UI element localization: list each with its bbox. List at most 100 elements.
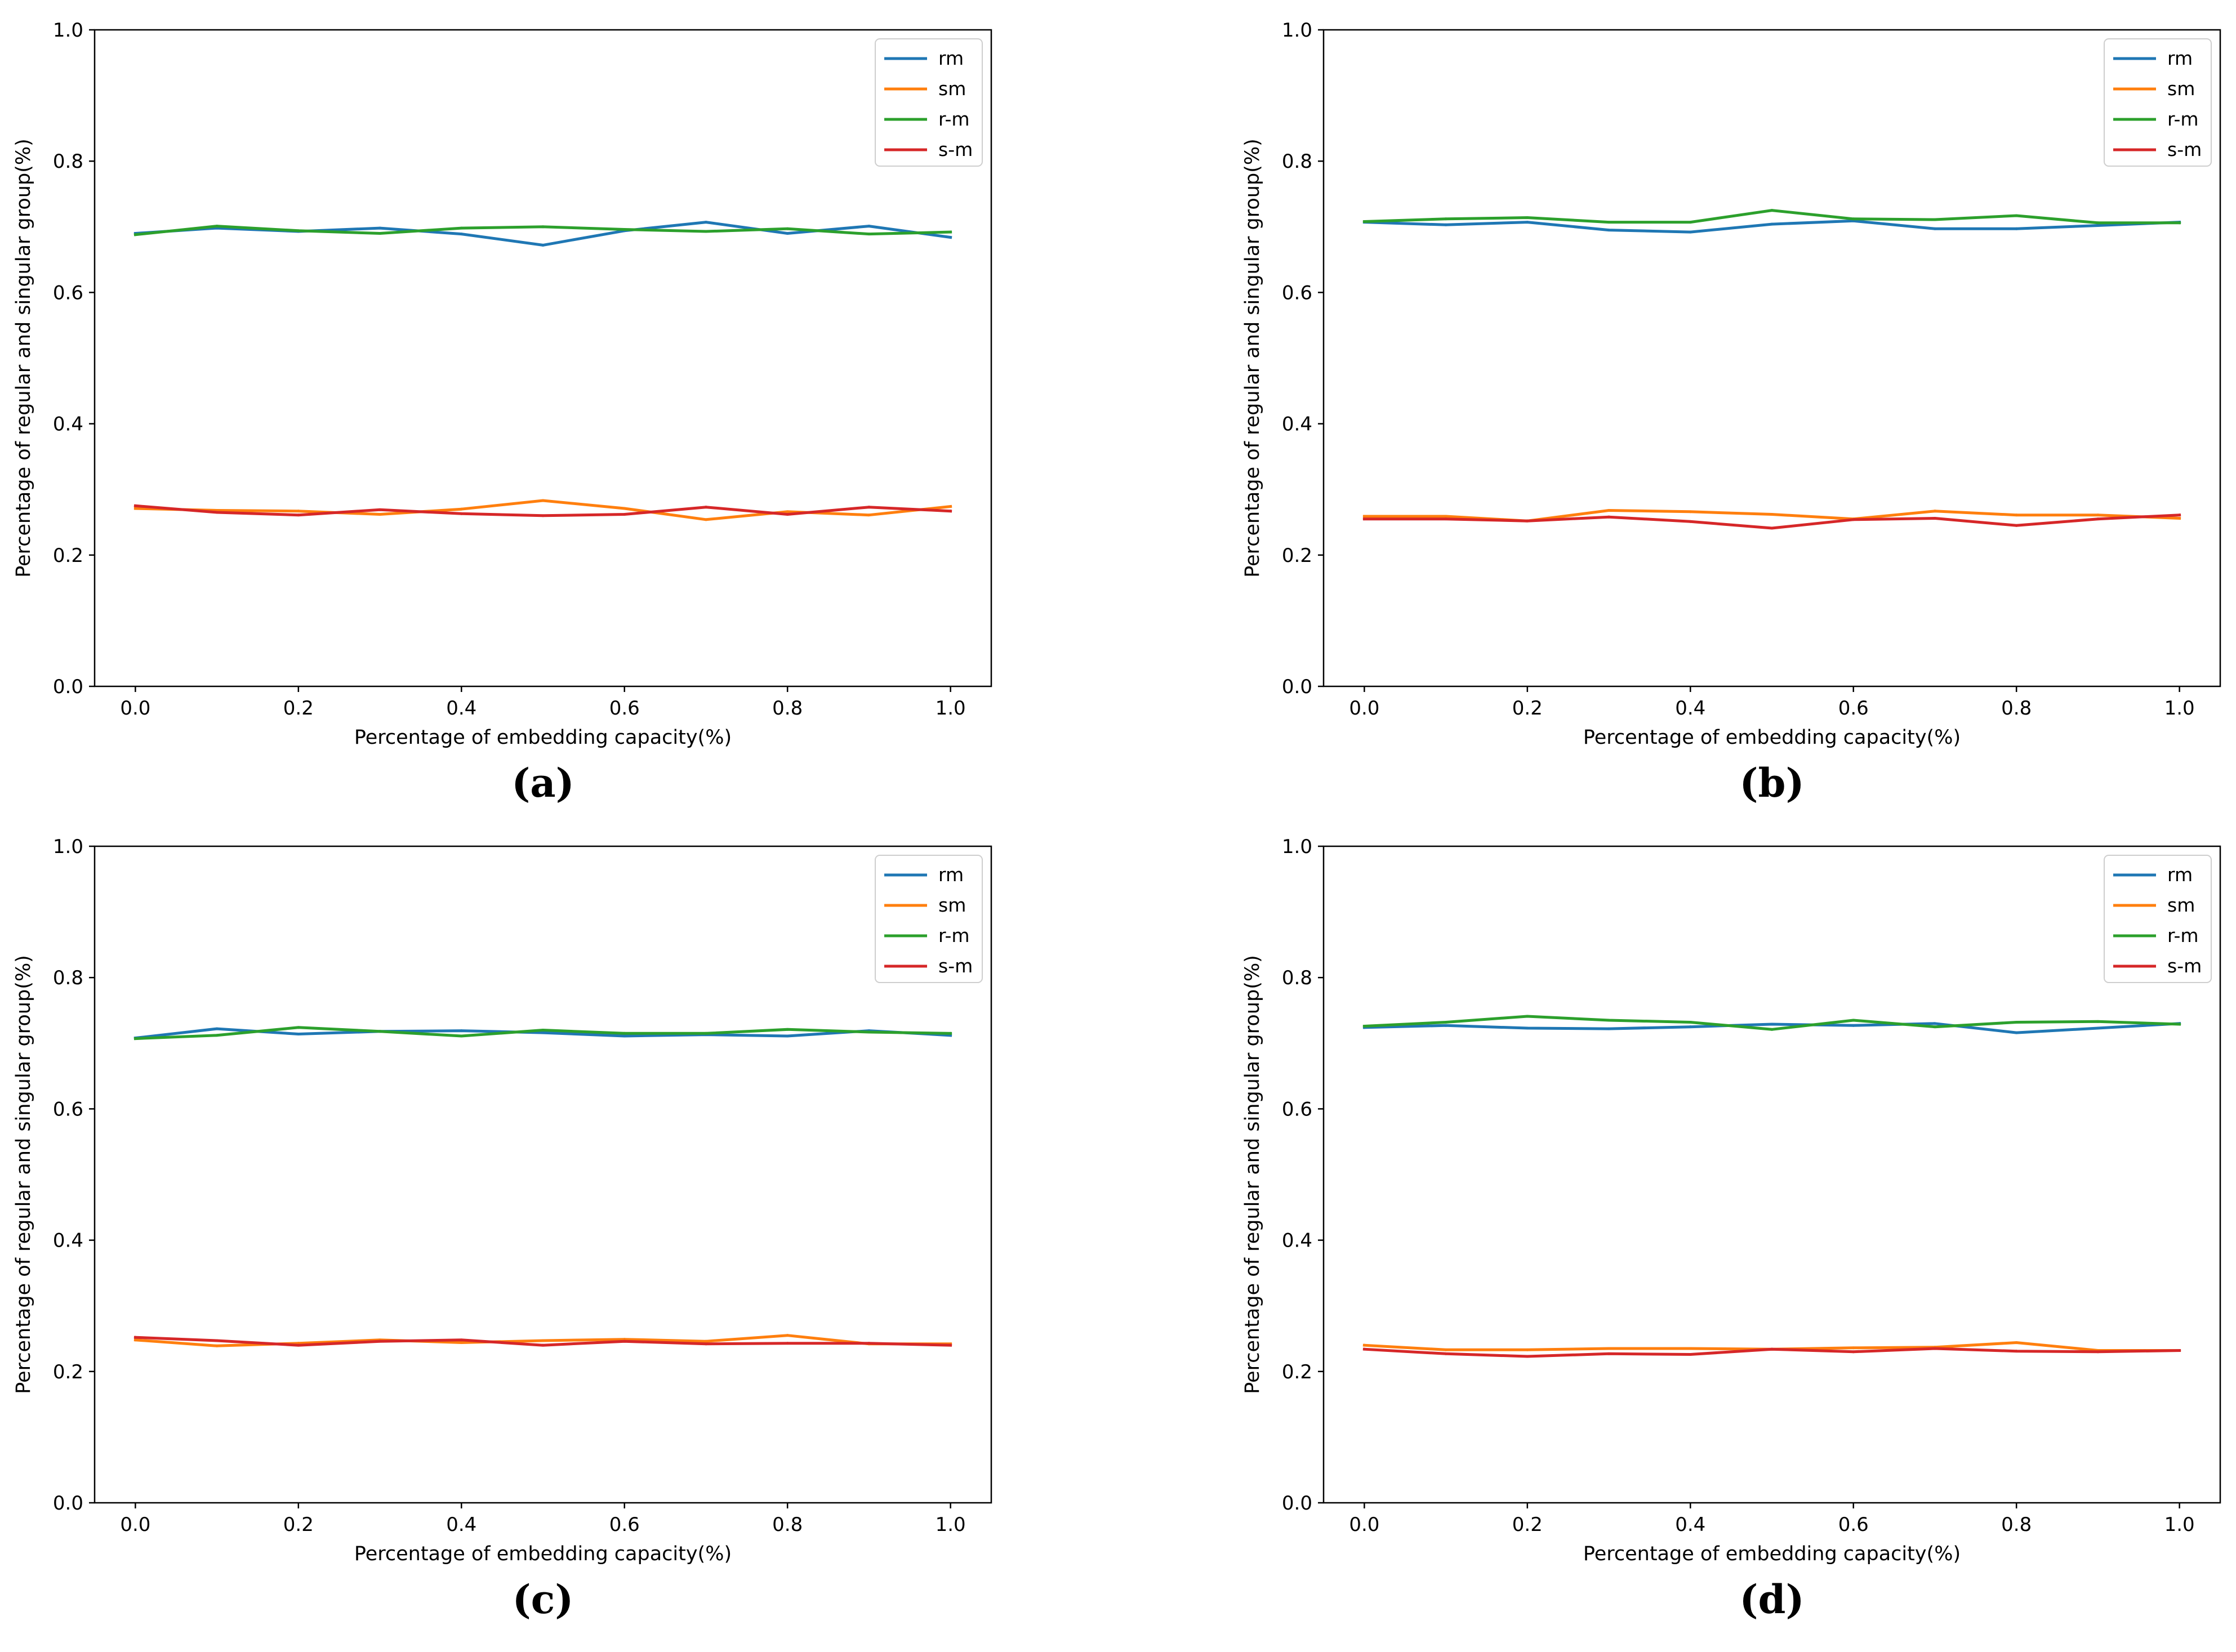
data-point-s-m: [949, 510, 952, 513]
y-tick-label: 0.6: [1282, 1098, 1312, 1120]
x-tick-label: 0.2: [1512, 1513, 1543, 1536]
data-point-s-m: [786, 513, 789, 516]
legend-label-sm: sm: [2167, 894, 2195, 916]
data-point-r-m: [1607, 221, 1611, 224]
x-tick-label: 0.6: [609, 1513, 640, 1536]
y-tick-label: 0.2: [1282, 544, 1312, 567]
data-point-sm: [704, 518, 707, 521]
x-tick-label: 0.4: [446, 697, 476, 720]
data-point-rm: [1526, 1026, 1529, 1030]
data-point-s-m: [1852, 518, 1855, 521]
x-tick-label: 0.0: [120, 1513, 150, 1536]
y-tick-label: 0.6: [53, 282, 83, 304]
data-point-s-m: [2178, 1349, 2181, 1352]
y-tick-label: 0.8: [1282, 150, 1312, 173]
y-tick-label: 0.8: [53, 967, 83, 989]
data-point-rm: [2015, 227, 2018, 230]
data-point-s-m: [704, 1342, 707, 1346]
data-point-sm: [786, 1334, 789, 1337]
data-point-r-m: [460, 226, 463, 230]
x-tick-label: 0.2: [283, 697, 314, 720]
data-point-sm: [378, 513, 382, 516]
data-point-rm: [1852, 1024, 1855, 1027]
legend: rm sm r-m s-m: [2104, 855, 2212, 983]
data-point-r-m: [215, 1034, 219, 1037]
data-point-s-m: [1933, 1347, 1936, 1350]
data-point-rm: [949, 235, 952, 239]
data-point-sm: [297, 510, 300, 513]
data-point-r-m: [2096, 221, 2100, 225]
data-point-rm: [1689, 1025, 1692, 1029]
y-tick-label: 0.6: [1282, 282, 1312, 304]
data-point-s-m: [2096, 517, 2100, 521]
data-point-rm: [541, 243, 545, 247]
data-point-sm: [1689, 1347, 1692, 1350]
plot-frame: [93, 845, 992, 1504]
chart-panel-4: 0.0 0.2 0.4 0.6 0.8 1.0 0.0 0.2 0.4 0.6 0.8 1.0 Perc…: [1241, 836, 2221, 1623]
data-point-r-m: [704, 230, 707, 233]
data-point-r-m: [297, 229, 300, 233]
data-point-rm: [2096, 1026, 2100, 1030]
data-point-r-m: [2178, 1023, 2181, 1026]
legend: rm sm r-m s-m: [875, 855, 983, 983]
data-point-r-m: [1852, 217, 1855, 221]
legend-label-r-m: r-m: [938, 925, 970, 946]
data-point-s-m: [623, 513, 626, 516]
data-point-r-m: [541, 1028, 545, 1032]
chart-panel-3: 0.0 0.2 0.4 0.6 0.8 1.0 0.0 0.2 0.4 0.6 0.8 1.0 Perc…: [12, 836, 992, 1623]
data-point-r-m: [1444, 1020, 1447, 1024]
y-tick-label: 1.0: [1282, 836, 1312, 858]
data-point-r-m: [460, 1034, 463, 1038]
y-tick-label: 0.6: [53, 1098, 83, 1120]
x-tick-label: 0.4: [446, 1513, 476, 1536]
data-point-rm: [1526, 221, 1529, 224]
data-point-r-m: [867, 1030, 871, 1034]
data-point-s-m: [2015, 1350, 2018, 1353]
data-point-r-m: [1444, 217, 1447, 221]
x-axis-label: Percentage of embedding capacity(%): [354, 1543, 732, 1565]
legend-label-rm: rm: [2167, 864, 2193, 886]
x-tick-label: 1.0: [936, 697, 966, 720]
data-point-s-m: [1689, 520, 1692, 523]
data-point-sm: [1933, 510, 1936, 513]
data-point-s-m: [1607, 515, 1611, 519]
data-point-r-m: [1933, 218, 1936, 221]
data-point-s-m: [1607, 1352, 1611, 1355]
y-axis-label: Percentage of regular and singular group…: [12, 955, 35, 1394]
data-point-rm: [1770, 222, 1774, 226]
legend-label-rm: rm: [2167, 47, 2193, 69]
y-tick-label: 0.4: [53, 413, 83, 436]
legend-label-r-m: r-m: [2167, 925, 2199, 946]
y-tick-label: 0.8: [1282, 967, 1312, 989]
data-point-sm: [1526, 1348, 1529, 1351]
data-point-sm: [541, 499, 545, 502]
data-point-s-m: [2015, 524, 2018, 527]
data-point-s-m: [867, 506, 871, 509]
data-point-r-m: [541, 225, 545, 229]
data-point-sm: [2178, 517, 2181, 520]
data-point-r-m: [623, 227, 626, 231]
data-point-s-m: [1362, 1347, 1366, 1351]
data-point-sm: [1607, 509, 1611, 512]
data-point-sm: [1689, 510, 1692, 514]
legend-label-s-m: s-m: [938, 955, 973, 977]
x-tick-label: 1.0: [2164, 1513, 2195, 1536]
plot-frame: [1322, 845, 2221, 1504]
data-point-sm: [1444, 1348, 1447, 1351]
panel-caption: (d): [1739, 1576, 1804, 1623]
data-point-sm: [1607, 1347, 1611, 1350]
data-point-r-m: [2178, 221, 2181, 225]
y-axis-label: Percentage of regular and singular group…: [1241, 139, 1264, 578]
x-tick-label: 0.8: [2001, 1513, 2032, 1536]
y-tick-label: 0.0: [1282, 1492, 1312, 1515]
data-point-rm: [1444, 1024, 1447, 1027]
data-point-s-m: [1526, 519, 1529, 523]
data-point-r-m: [1770, 209, 1774, 212]
legend-label-r-m: r-m: [938, 108, 970, 130]
data-point-s-m: [1444, 1352, 1447, 1355]
data-point-r-m: [1689, 1020, 1692, 1024]
x-tick-label: 0.6: [1838, 1513, 1869, 1536]
legend-label-s-m: s-m: [2167, 955, 2202, 977]
panel-caption: (b): [1739, 760, 1804, 806]
